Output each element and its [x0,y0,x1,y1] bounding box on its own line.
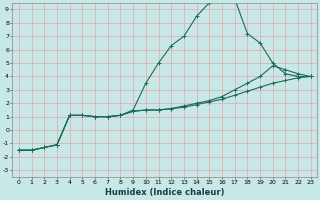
X-axis label: Humidex (Indice chaleur): Humidex (Indice chaleur) [105,188,225,197]
